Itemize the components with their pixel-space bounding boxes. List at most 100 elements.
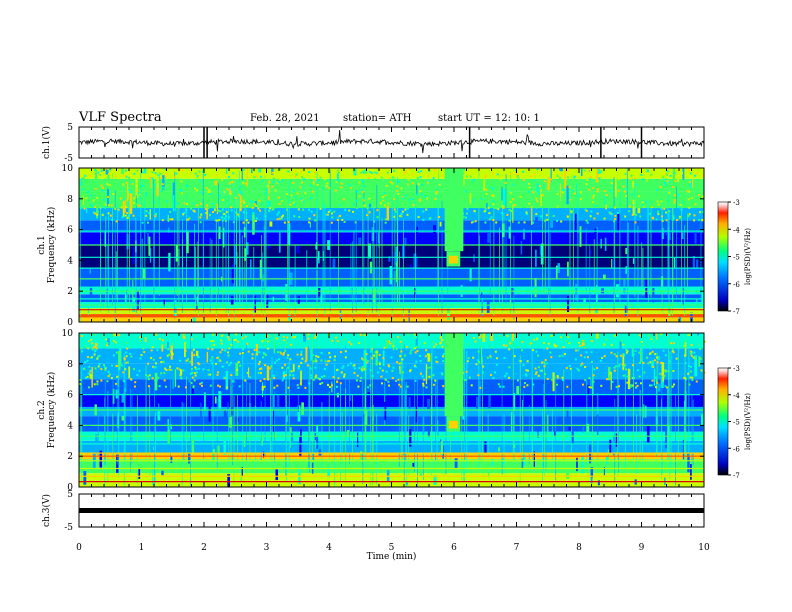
hf-speckle [273, 377, 276, 380]
hf-speckle [151, 346, 154, 349]
hf-speckle [567, 336, 570, 339]
spectrogram-band [79, 220, 704, 233]
spectrogram-texture [651, 360, 654, 368]
hf-speckle [189, 372, 192, 375]
hf-speckle [535, 213, 538, 216]
hf-speckle [505, 344, 508, 347]
spectrogram-texture [243, 434, 246, 447]
hf-speckle [314, 358, 317, 361]
hf-speckle [629, 385, 632, 388]
hf-speckle [335, 181, 338, 184]
hf-speckle [232, 172, 235, 175]
hf-speckle [626, 350, 629, 353]
spectrogram-texture [275, 469, 279, 481]
hf-speckle [521, 340, 524, 343]
spectrogram-texture [622, 353, 625, 371]
hf-speckle [668, 180, 671, 183]
hf-speckle [92, 346, 95, 349]
hf-speckle [613, 353, 616, 356]
hf-speckle [650, 336, 653, 339]
hf-speckle [406, 207, 409, 210]
x-tick-label: 10 [698, 543, 710, 553]
hf-speckle [435, 360, 438, 363]
hf-speckle [369, 384, 372, 387]
hf-speckle [635, 183, 638, 186]
spectrogram-texture [603, 195, 606, 207]
hf-speckle [115, 201, 118, 204]
spectrogram-texture [488, 390, 491, 409]
hf-speckle [292, 201, 295, 204]
spectrogram-texture [179, 369, 183, 375]
hf-speckle [678, 217, 681, 220]
hf-speckle [508, 340, 511, 343]
hf-speckle [170, 368, 173, 371]
hf-speckle [131, 183, 134, 186]
hf-speckle [300, 353, 303, 356]
hf-speckle [192, 386, 195, 389]
spectrogram-texture [123, 199, 126, 213]
hf-speckle [607, 199, 610, 202]
hf-speckle [508, 366, 511, 369]
hf-speckle [413, 333, 416, 336]
hf-speckle [664, 354, 667, 357]
hf-speckle [641, 204, 644, 207]
spectrogram-texture [196, 296, 198, 305]
hf-speckle [169, 365, 172, 368]
hf-speckle [199, 216, 202, 219]
hf-speckle [312, 378, 315, 381]
hf-speckle [406, 194, 409, 197]
hf-speckle [187, 334, 190, 337]
hf-speckle [508, 348, 511, 351]
hf-speckle [246, 204, 249, 207]
hf-speckle [207, 207, 210, 210]
hf-speckle [495, 363, 498, 366]
ch3-waveform-ylabel: ch.3(V) [41, 494, 52, 527]
hf-speckle [382, 357, 385, 360]
hf-speckle [297, 208, 300, 211]
hf-speckle [164, 175, 167, 178]
hf-speckle [490, 204, 493, 207]
hf-speckle [100, 184, 103, 187]
hf-speckle [495, 207, 498, 210]
hf-speckle [163, 372, 166, 375]
hf-speckle [435, 356, 438, 359]
hf-speckle [314, 219, 317, 222]
hf-speckle [428, 375, 431, 378]
hf-speckle [159, 356, 162, 359]
spectrogram-texture [377, 232, 380, 244]
hf-speckle [336, 380, 339, 383]
spectrogram-texture [617, 213, 621, 232]
hf-speckle [242, 181, 245, 184]
hf-speckle [221, 348, 224, 351]
hf-speckle [367, 386, 370, 389]
spectrogram-texture [127, 183, 129, 202]
hf-speckle [138, 369, 141, 372]
hf-speckle [400, 212, 403, 215]
hf-speckle [319, 176, 322, 179]
hf-speckle [690, 354, 693, 357]
hf-speckle [139, 336, 142, 339]
hf-speckle [239, 364, 242, 367]
hf-speckle [499, 178, 502, 181]
hf-speckle [556, 205, 559, 208]
hf-speckle [137, 192, 140, 195]
hf-speckle [93, 353, 96, 356]
hf-speckle [370, 334, 373, 337]
spectrogram-texture [92, 447, 96, 468]
hf-speckle [125, 342, 128, 345]
hf-speckle [214, 209, 217, 212]
hf-speckle [87, 372, 90, 375]
spectrogram-texture [309, 222, 311, 228]
hf-speckle [253, 203, 256, 206]
spectrogram-texture [603, 467, 605, 476]
spectrogram-texture [678, 316, 682, 322]
panel-spec1-ytick-label: 4 [67, 256, 73, 266]
hf-speckle [495, 357, 498, 360]
hf-speckle [86, 356, 89, 359]
hf-speckle [160, 190, 163, 193]
hf-speckle [589, 178, 592, 181]
spectrogram-texture [498, 447, 501, 452]
hf-speckle [636, 384, 639, 387]
spectrogram-band [79, 466, 704, 474]
hf-speckle [523, 382, 526, 385]
